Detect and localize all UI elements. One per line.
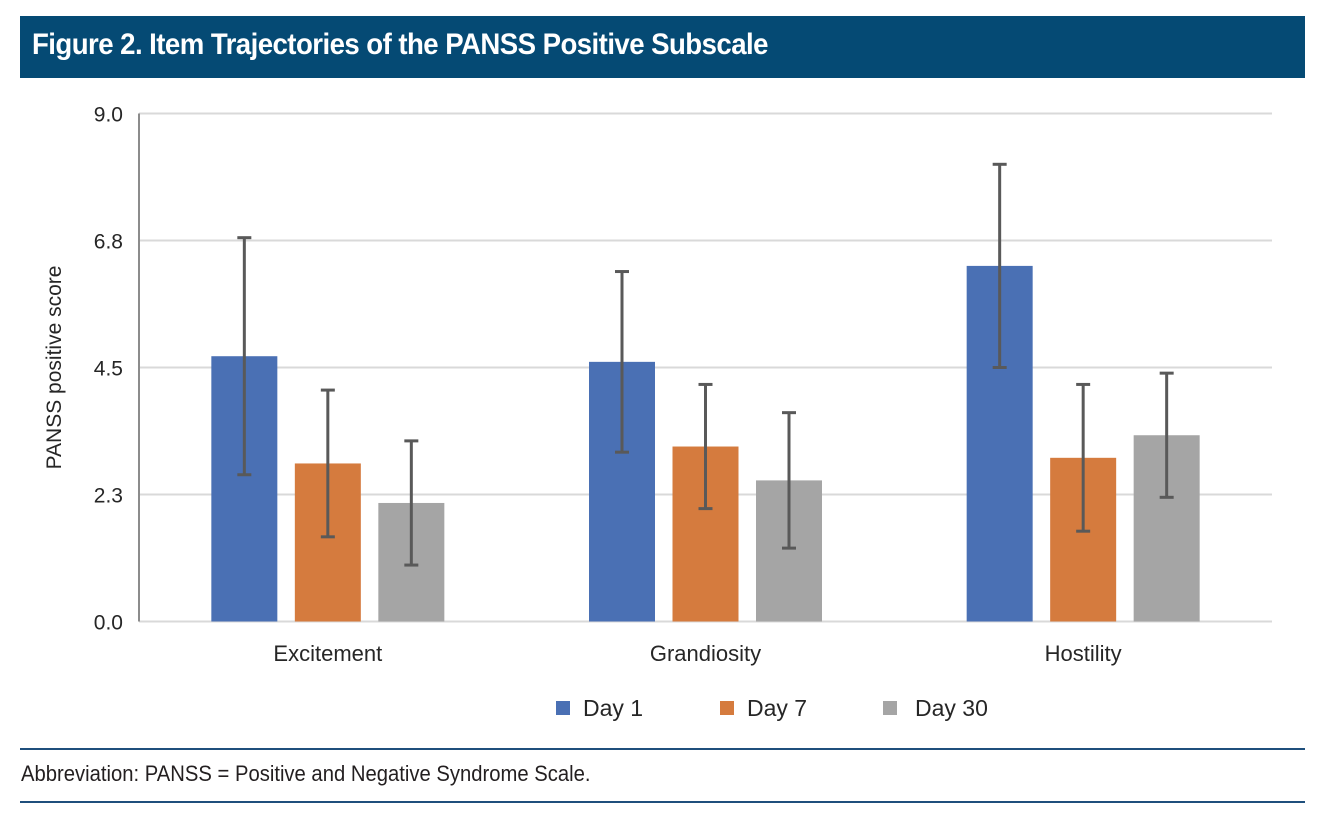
legend-swatch xyxy=(556,701,570,715)
legend-swatch xyxy=(883,701,897,715)
figure-header: Figure 2. Item Trajectories of the PANSS… xyxy=(20,16,1305,78)
error-bar xyxy=(698,382,713,511)
y-tick-label: 2.3 xyxy=(94,485,123,508)
footer-rule-top xyxy=(20,748,1305,750)
category-label: Hostility xyxy=(1045,641,1122,666)
error-bar xyxy=(1159,371,1174,499)
legend-label: Day 30 xyxy=(915,695,988,721)
y-axis-ticks: 0.0 2.3 4.5 6.8 9.0 xyxy=(94,104,123,635)
y-tick-label: 4.5 xyxy=(94,358,123,381)
legend-item: Day 7 xyxy=(720,695,807,721)
legend-label: Day 1 xyxy=(583,695,643,721)
error-bar xyxy=(782,411,796,550)
figure-title: Figure 2. Item Trajectories of the PANSS… xyxy=(32,28,768,61)
bars xyxy=(211,265,1200,622)
y-axis-title: PANSS positive score xyxy=(43,266,66,470)
legend-swatch xyxy=(720,701,734,715)
error-bar xyxy=(237,236,252,477)
y-tick-label: 0.0 xyxy=(94,612,123,635)
footer-rule-bottom xyxy=(20,801,1305,803)
legend: Day 1 Day 7 Day 30 xyxy=(556,695,988,721)
category-label: Excitement xyxy=(273,641,382,666)
error-bar xyxy=(1076,382,1091,533)
category-labels: Excitement Grandiosity Hostility xyxy=(273,641,1121,666)
error-bar xyxy=(404,439,419,567)
error-bar xyxy=(615,270,629,454)
footnote-abbreviation: Abbreviation: PANSS = Positive and Negat… xyxy=(21,761,591,786)
legend-item: Day 30 xyxy=(883,695,988,721)
legend-label: Day 7 xyxy=(747,695,807,721)
bar-chart: 0.0 2.3 4.5 6.8 9.0 PANSS positive score Exc… xyxy=(43,104,1272,721)
category-label: Grandiosity xyxy=(650,641,761,666)
y-tick-label: 9.0 xyxy=(94,104,123,127)
error-bar xyxy=(992,162,1007,369)
error-bar xyxy=(320,388,335,539)
error-bars xyxy=(237,162,1174,567)
legend-item: Day 1 xyxy=(556,695,643,721)
y-tick-label: 6.8 xyxy=(94,231,123,254)
